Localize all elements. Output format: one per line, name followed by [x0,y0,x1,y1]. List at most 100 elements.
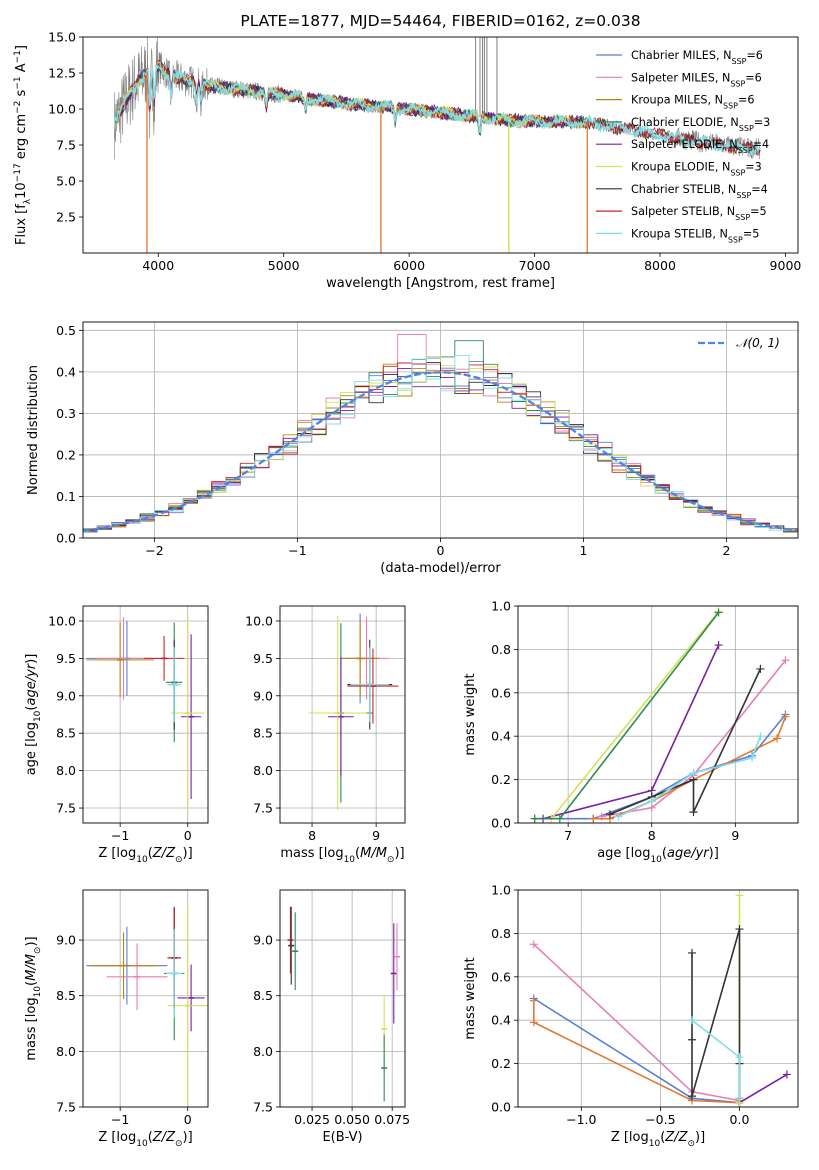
plot-area [113,37,761,253]
weight-marker [688,1092,697,1101]
weight-marker [530,814,539,823]
y-tick-label: 0.6 [491,969,511,984]
label-part: =4 [751,183,768,196]
weight-marker [555,814,564,823]
label-part: Salpeter MILES, N [631,71,730,84]
label-part: )] [183,1130,193,1145]
label-part: 10 [33,986,43,998]
y-tick-label: 9.0 [253,688,273,703]
x-tick-label: 0.050 [334,1112,370,1127]
x-axis-label: wavelength [Angstrom, rest frame] [326,276,555,291]
label-part: 10 [136,1139,148,1149]
plot-area [287,906,400,1102]
weight-line [542,644,720,820]
legend-label: 𝒩(0, 1) [736,336,780,350]
legend-label: Kroupa ELODIE, NSSP=3 [631,161,762,178]
x-axis-label: (data-model)/error [380,561,501,576]
weight-marker [735,925,744,934]
label-part: 10 [344,855,356,865]
x-axis-label: Z [log10(Z/Z⊙)] [611,1130,705,1149]
y-axis-label: mass [log10(M/M⊙)] [24,936,43,1060]
label-part: Chabrier MILES, N [631,49,731,62]
y-tick-label: 8.5 [253,988,273,1003]
y-tick-label: 1.0 [491,599,511,614]
plot-area [83,334,798,533]
weight-marker [735,1053,744,1062]
plot-area [308,613,399,811]
legend-label: Kroupa STELIB, NSSP=5 [631,227,759,244]
label-part: SSP [730,79,745,88]
gaussian-curve [83,371,798,532]
weight-marker [529,996,538,1005]
x-tick-label: −0.5 [645,1112,675,1127]
x-tick-label: 6000 [393,258,425,273]
figure-title: PLATE=1877, MJD=54464, FIBERID=0162, z=0… [240,12,641,30]
y-tick-label: 10.0 [48,102,76,117]
label-part: M/M [24,954,39,981]
y-tick-label: 7.5 [253,801,273,816]
label-part: Kroupa MILES, N [631,94,723,107]
y-tick-label: 7.5 [253,1100,273,1115]
panel-residuals: −2 −1 0 1 2 0.0 0.1 0.2 0.3 0.4 0.5 (data-model)/er… [26,321,799,576]
label-part: ⊙ [33,947,43,955]
weight-marker [605,810,614,819]
legend-label: Kroupa MILES, NSSP=6 [631,94,754,111]
weight-line [609,668,762,816]
label-part: =4 [753,138,770,151]
label-part: Salpeter ELODIE, N [631,138,738,151]
weight-line [691,928,741,1099]
y-tick-label: 8.5 [253,726,273,741]
y-tick-label: 9.0 [253,933,273,948]
weight-marker [529,940,538,949]
panel-mass-vs-EBV: 0.025 0.050 0.075 7.5 8.0 8.5 9.0 E(B-V) [253,889,410,1145]
histogram-step [83,355,798,533]
x-tick-label: −1 [111,1112,129,1127]
y-tick-label: 8.5 [56,726,76,741]
label-text: mass [log [24,997,39,1060]
label-text: Flux [f [14,204,29,245]
x-tick-label: 2 [723,543,731,558]
label-part: ( [662,846,667,861]
weight-marker [714,641,723,650]
weight-marker [688,948,697,957]
label-text: E(B-V) [322,1130,362,1145]
x-tick-label: −1 [111,828,129,843]
label-part: A [14,63,29,76]
label-part: s [14,89,29,100]
y-tick-label: 0.5 [56,323,76,338]
panel-age-vs-mass: 8 9 7.5 8.0 8.5 9.0 9.5 10.0 mass [log10(M/M⊙)] [245,605,406,865]
y-tick-label: 8.5 [56,988,76,1003]
y-tick-label: 9.0 [56,688,76,703]
panel-age-vs-Z: −1 07.58.08.59.09.510.0Z [log10(Z/Z⊙)]age… [24,605,209,865]
y-tick-label: 9.5 [253,651,273,666]
x-tick-label: 8000 [644,258,676,273]
weight-marker [735,891,744,900]
label-part: Z/Z [152,846,176,861]
x-tick-label: 0.0 [730,1112,750,1127]
label-part: SSP [728,235,743,244]
model-spectrum [114,59,761,156]
y-tick-label: 0.4 [491,729,511,744]
weight-line [739,1073,788,1104]
label-part: SSP [735,213,750,222]
label-part: ( [660,1130,665,1145]
x-tick-label: 1 [580,543,588,558]
x-tick-label: 5000 [268,258,300,273]
panel-spectrum: 4000 5000 6000 7000 8000 9000 2.5 5.0 7.5 10.0 12.… [13,30,801,292]
y-axis-label: Normed distribution [26,365,41,495]
label-part: SSP [736,190,751,199]
label-text: mass [log [280,846,343,861]
label-text: mass weight [463,673,478,755]
y-tick-label: 7.5 [56,801,76,816]
weight-line [533,943,740,1102]
axes-frame [517,889,799,1108]
y-tick-label: 10.0 [245,613,273,628]
label-text: age [log [24,722,39,775]
weight-line [533,997,740,1104]
label-part: =6 [746,49,763,62]
x-tick-label: 0.075 [374,1112,410,1127]
weight-marker [756,732,765,741]
axes-frame [279,605,406,824]
label-part: =6 [738,94,755,107]
